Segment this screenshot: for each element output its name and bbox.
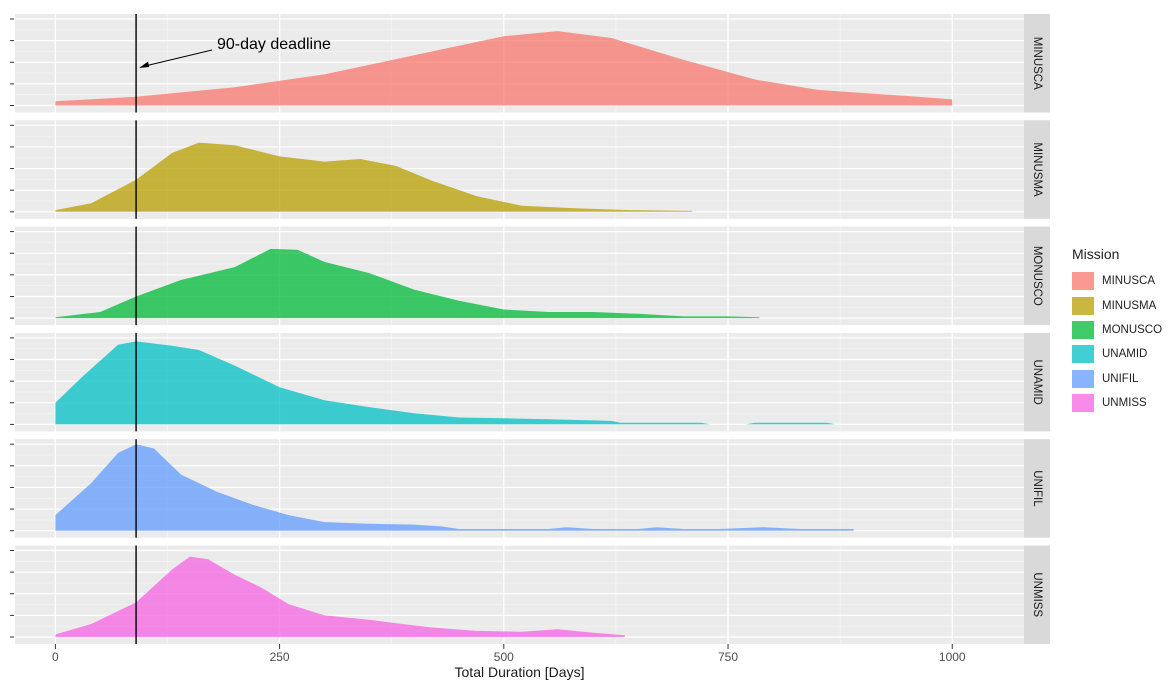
x-axis-title: Total Duration [Days] <box>455 664 585 680</box>
legend-swatch <box>1072 345 1094 364</box>
facet-strip-label: UNIFIL <box>1031 470 1043 507</box>
facet-strip-label: MINUSCA <box>1031 37 1043 90</box>
legend-label: MONUSCO <box>1102 323 1163 336</box>
legend-swatch <box>1072 369 1094 388</box>
density-area-monusco <box>55 248 760 319</box>
legend-label: UNMISS <box>1102 397 1147 410</box>
legend-swatch <box>1072 296 1094 315</box>
legend-label: UNIFIL <box>1102 372 1139 385</box>
deadline-arrow-head <box>139 61 150 68</box>
legend-item-unmiss: UNMISS <box>1072 391 1162 415</box>
legend-item-unamid: UNAMID <box>1072 342 1162 366</box>
x-tick-label: 0 <box>52 650 59 664</box>
facet-strip <box>1024 545 1050 644</box>
density-area-unifil <box>55 444 854 531</box>
x-tick-label: 250 <box>270 650 290 664</box>
facet-strip <box>1024 14 1050 113</box>
density-area-minusca <box>55 31 953 106</box>
legend-label: UNAMID <box>1102 348 1148 361</box>
panel-unifil: UNIFIL <box>10 439 1050 538</box>
panel-unmiss: UNMISS <box>10 545 1050 644</box>
panel-minusma: MINUSMA <box>10 120 1050 219</box>
facet-strip <box>1024 332 1050 432</box>
legend-item-minusma: MINUSMA <box>1072 293 1162 317</box>
panel-monusco: MONUSCO <box>10 226 1050 326</box>
density-area-unmiss <box>55 556 625 637</box>
facet-strip-label: UNMISS <box>1031 572 1043 617</box>
facet-strip <box>1024 226 1050 326</box>
legend-title: Mission <box>1072 246 1120 262</box>
legend-swatch <box>1072 272 1094 291</box>
facet-strip-label: MINUSMA <box>1031 142 1043 197</box>
x-tick-label: 500 <box>494 650 514 664</box>
density-area-minusma <box>55 142 693 212</box>
legend-item-minusca: MINUSCA <box>1072 269 1162 293</box>
facet-strip <box>1024 120 1050 219</box>
facet-strip-label: UNAMID <box>1031 359 1043 404</box>
legend: Mission MINUSCA MINUSMA MONUSCO UNAMID UNIFI… <box>1072 246 1162 415</box>
density-area-unamid <box>55 341 836 425</box>
legend-swatch <box>1072 320 1094 339</box>
deadline-arrow-shaft <box>144 49 213 67</box>
panel-unamid: UNAMID <box>10 332 1050 432</box>
legend-label: MINUSMA <box>1102 299 1157 312</box>
legend-swatch <box>1072 394 1094 413</box>
facet-strip-label: MONUSCO <box>1031 246 1043 306</box>
legend-item-monusco: MONUSCO <box>1072 318 1162 342</box>
legend-label: MINUSCA <box>1102 275 1156 288</box>
panel-minusca: MINUSCA <box>10 14 1050 113</box>
facet-strip <box>1024 439 1050 538</box>
x-tick-label: 1000 <box>939 650 966 664</box>
legend-item-unifil: UNIFIL <box>1072 367 1162 391</box>
deadline-annotation-label: 90-day deadline <box>217 36 331 53</box>
x-tick-label: 750 <box>718 650 738 664</box>
